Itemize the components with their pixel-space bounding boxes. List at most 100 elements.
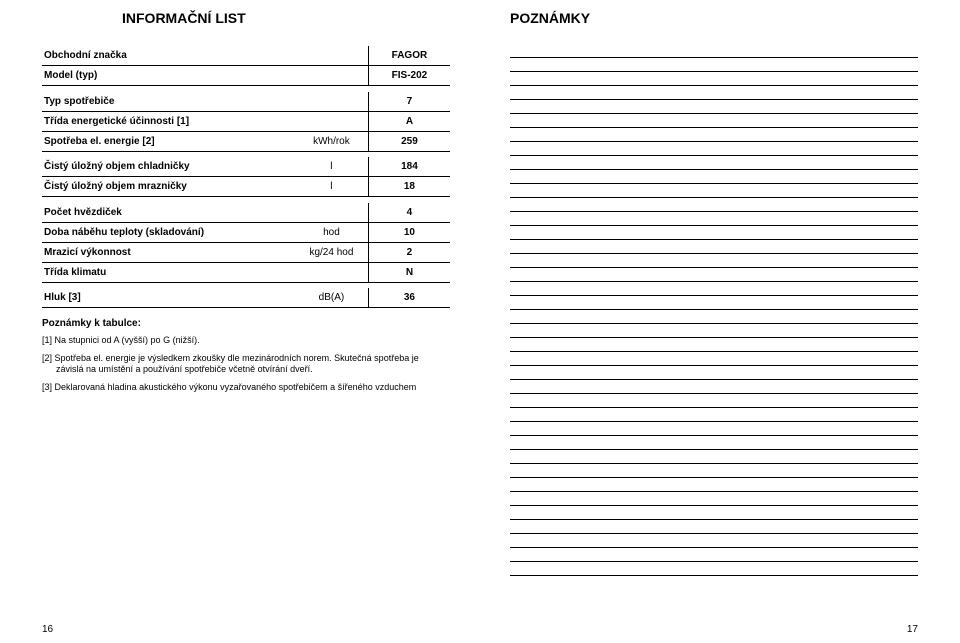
blank-line bbox=[510, 226, 918, 240]
blank-line bbox=[510, 520, 918, 534]
blank-line bbox=[510, 296, 918, 310]
spec-unit: l bbox=[295, 157, 368, 177]
spec-unit bbox=[295, 203, 368, 223]
spec-unit: dB(A) bbox=[295, 288, 368, 308]
table-row: Třída klimatu N bbox=[42, 262, 450, 282]
table-row: Počet hvězdiček 4 bbox=[42, 203, 450, 223]
blank-line bbox=[510, 282, 918, 296]
blank-line bbox=[510, 324, 918, 338]
table-row: Čistý úložný objem mrazničkyl18 bbox=[42, 177, 450, 197]
blank-line bbox=[510, 268, 918, 282]
spec-label: Spotřeba el. energie [2] bbox=[42, 131, 295, 151]
spec-label: Doba náběhu teploty (skladování) bbox=[42, 222, 295, 242]
blank-line bbox=[510, 394, 918, 408]
blank-line bbox=[510, 534, 918, 548]
spec-label: Čistý úložný objem chladničky bbox=[42, 157, 295, 177]
page-right: POZNÁMKY 17 bbox=[480, 0, 960, 643]
blank-line bbox=[510, 254, 918, 268]
blank-line bbox=[510, 464, 918, 478]
spec-value: 2 bbox=[368, 242, 450, 262]
blank-line bbox=[510, 170, 918, 184]
blank-line bbox=[510, 338, 918, 352]
spec-label: Čistý úložný objem mrazničky bbox=[42, 177, 295, 197]
footnote: [1] Na stupnici od A (vyšší) po G (nižší… bbox=[42, 335, 450, 347]
page-title-left: INFORMAČNÍ LIST bbox=[122, 10, 450, 26]
spec-value: 10 bbox=[368, 222, 450, 242]
spec-value: 184 bbox=[368, 157, 450, 177]
footnote-text: Na stupnici od A (vyšší) po G (nižší). bbox=[55, 335, 200, 345]
blank-line bbox=[510, 240, 918, 254]
spec-value: FAGOR bbox=[368, 46, 450, 66]
table-row: Typ spotřebiče 7 bbox=[42, 92, 450, 112]
blank-line bbox=[510, 100, 918, 114]
table-row: Třída energetické účinnosti [1] A bbox=[42, 111, 450, 131]
blank-line bbox=[510, 128, 918, 142]
table-row: Model (typ) FIS-202 bbox=[42, 66, 450, 86]
blank-line bbox=[510, 58, 918, 72]
blank-line bbox=[510, 198, 918, 212]
footnote-continuation: závislá na umístění a používání spotřebi… bbox=[42, 364, 450, 376]
blank-line bbox=[510, 562, 918, 576]
footnote-text: Deklarovaná hladina akustického výkonu v… bbox=[55, 382, 417, 392]
table-row: Čistý úložný objem chladničkyl184 bbox=[42, 157, 450, 177]
spec-label: Mrazicí výkonnost bbox=[42, 242, 295, 262]
notes-lines bbox=[510, 44, 918, 576]
page-number-right: 17 bbox=[907, 624, 918, 635]
table-row: Obchodní značka FAGOR bbox=[42, 46, 450, 66]
spec-unit: l bbox=[295, 177, 368, 197]
spec-value: 18 bbox=[368, 177, 450, 197]
page-number-left: 16 bbox=[42, 624, 53, 635]
spec-label: Počet hvězdiček bbox=[42, 203, 295, 223]
blank-line bbox=[510, 506, 918, 520]
blank-line bbox=[510, 450, 918, 464]
footnote-prefix: [1] bbox=[42, 335, 55, 345]
spec-value: FIS-202 bbox=[368, 66, 450, 86]
blank-line bbox=[510, 548, 918, 562]
blank-line bbox=[510, 184, 918, 198]
spec-value: 4 bbox=[368, 203, 450, 223]
spec-label: Obchodní značka bbox=[42, 46, 295, 66]
blank-line bbox=[510, 44, 918, 58]
page-title-right: POZNÁMKY bbox=[510, 10, 918, 26]
footnote-prefix: [3] bbox=[42, 382, 55, 392]
spec-unit: hod bbox=[295, 222, 368, 242]
spec-unit bbox=[295, 92, 368, 112]
footnote: [2] Spotřeba el. energie je výsledkem zk… bbox=[42, 353, 450, 376]
spec-unit bbox=[295, 262, 368, 282]
spec-value: A bbox=[368, 111, 450, 131]
table-row: Hluk [3]dB(A)36 bbox=[42, 288, 450, 308]
table-row: Mrazicí výkonnostkg/24 hod2 bbox=[42, 242, 450, 262]
spec-value: 7 bbox=[368, 92, 450, 112]
notes-heading: Poznámky k tabulce: bbox=[42, 318, 450, 329]
spec-unit bbox=[295, 66, 368, 86]
footnote-prefix: [2] bbox=[42, 353, 55, 363]
spec-label: Model (typ) bbox=[42, 66, 295, 86]
spec-value: N bbox=[368, 262, 450, 282]
blank-line bbox=[510, 156, 918, 170]
blank-line bbox=[510, 380, 918, 394]
blank-line bbox=[510, 492, 918, 506]
blank-line bbox=[510, 436, 918, 450]
blank-line bbox=[510, 310, 918, 324]
blank-line bbox=[510, 478, 918, 492]
blank-line bbox=[510, 422, 918, 436]
spec-label: Typ spotřebiče bbox=[42, 92, 295, 112]
spec-unit bbox=[295, 111, 368, 131]
spec-label: Třída energetické účinnosti [1] bbox=[42, 111, 295, 131]
blank-line bbox=[510, 72, 918, 86]
spec-unit bbox=[295, 46, 368, 66]
spec-table: Obchodní značka FAGOR Model (typ) FIS-202 Ty… bbox=[42, 46, 450, 308]
spec-label: Hluk [3] bbox=[42, 288, 295, 308]
blank-line bbox=[510, 114, 918, 128]
spec-label: Třída klimatu bbox=[42, 262, 295, 282]
table-row: Doba náběhu teploty (skladování)hod10 bbox=[42, 222, 450, 242]
spec-value: 259 bbox=[368, 131, 450, 151]
blank-line bbox=[510, 212, 918, 226]
blank-line bbox=[510, 366, 918, 380]
spec-unit: kg/24 hod bbox=[295, 242, 368, 262]
notes-container: [1] Na stupnici od A (vyšší) po G (nižší… bbox=[42, 335, 450, 394]
blank-line bbox=[510, 408, 918, 422]
blank-line bbox=[510, 86, 918, 100]
blank-line bbox=[510, 142, 918, 156]
page-left: INFORMAČNÍ LIST Obchodní značkaFAGORMode… bbox=[0, 0, 480, 643]
